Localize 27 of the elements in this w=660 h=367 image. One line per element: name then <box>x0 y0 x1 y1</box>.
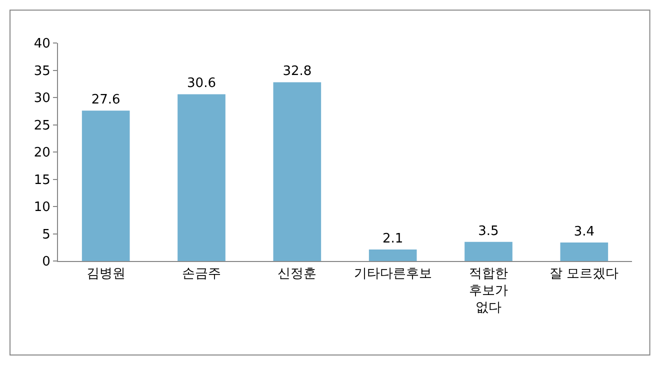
bar <box>560 242 608 261</box>
y-tick-label: 5 <box>42 227 50 242</box>
y-tick-label: 10 <box>34 200 50 216</box>
y-tick-label: 0 <box>42 254 50 270</box>
y-tick-label: 25 <box>34 118 50 134</box>
bar <box>464 242 512 261</box>
bar <box>273 82 322 261</box>
data-label: 32.8 <box>282 64 312 80</box>
x-tick-label: 신정훈 <box>278 266 317 282</box>
data-label: 3.4 <box>574 224 595 240</box>
bar <box>368 250 417 261</box>
x-tick-label: 기타다른후보 <box>354 266 432 282</box>
x-tick-label: 잘 모르겠다 <box>550 266 619 282</box>
x-tick-label: 적합한 후보가 없다 <box>469 266 508 316</box>
y-tick-label: 40 <box>34 36 50 52</box>
data-label: 2.1 <box>382 232 404 247</box>
y-tick-label: 35 <box>34 64 50 79</box>
x-tick-label: 손금주 <box>182 266 221 282</box>
data-label: 27.6 <box>91 92 120 108</box>
bar <box>178 94 226 261</box>
y-tick-label: 20 <box>34 146 50 161</box>
x-tick-label: 김병원 <box>86 266 126 282</box>
data-label: 30.6 <box>187 76 216 92</box>
y-tick-label: 15 <box>34 172 50 188</box>
bar <box>82 110 130 261</box>
data-label: 3.5 <box>478 224 499 239</box>
y-tick-label: 30 <box>34 91 50 106</box>
